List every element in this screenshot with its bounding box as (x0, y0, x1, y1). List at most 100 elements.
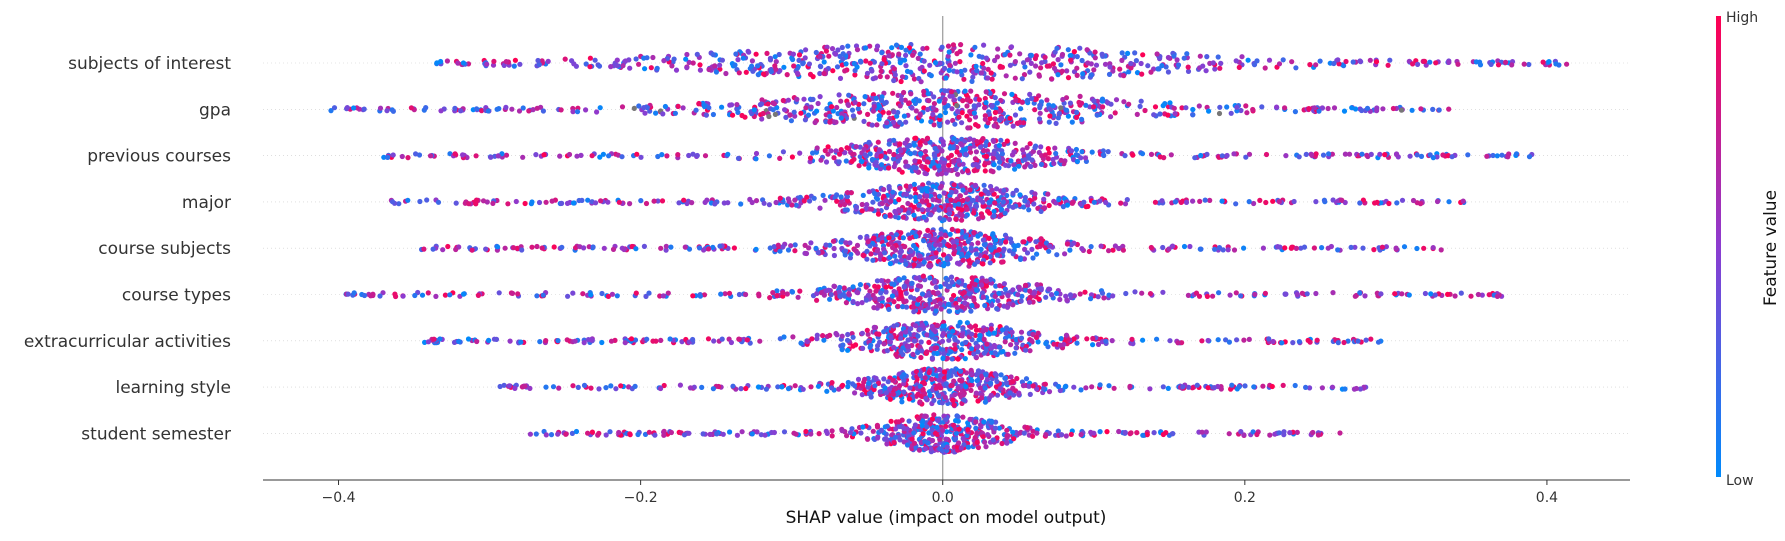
shap-point (889, 45, 894, 50)
shap-point (845, 338, 850, 343)
shap-point (870, 123, 875, 128)
shap-point (520, 155, 525, 160)
shap-point (1294, 246, 1299, 251)
shap-point (874, 376, 879, 381)
shap-point (1319, 245, 1324, 250)
shap-point (1206, 338, 1211, 343)
shap-point (984, 154, 989, 159)
shap-point (1182, 244, 1187, 249)
shap-point (1468, 294, 1473, 299)
shap-point (1187, 244, 1192, 249)
shap-point (903, 48, 908, 53)
shap-point (1139, 291, 1144, 296)
shap-point (1028, 237, 1033, 242)
shap-point (921, 215, 926, 220)
shap-point (1161, 384, 1166, 389)
shap-point (952, 337, 957, 342)
shap-point (587, 64, 592, 69)
feature-points (328, 88, 1451, 131)
shap-point (818, 158, 823, 163)
shap-point (795, 71, 800, 76)
shap-point (837, 159, 842, 164)
shap-point (908, 249, 913, 254)
shap-point (1058, 343, 1063, 348)
shap-point (1476, 292, 1481, 297)
shap-point (782, 107, 787, 112)
shap-point (898, 60, 903, 65)
shap-point (1228, 293, 1233, 298)
shap-point (1026, 207, 1031, 212)
shap-point (1039, 162, 1044, 167)
shap-point (802, 198, 807, 203)
shap-point (1270, 384, 1275, 389)
shap-point (932, 299, 937, 304)
shap-point (888, 261, 893, 266)
shap-point (830, 46, 835, 51)
shap-point (1368, 58, 1373, 63)
shap-point (1140, 151, 1145, 156)
shap-point (897, 141, 902, 146)
shap-point (947, 309, 952, 314)
shap-point (1049, 76, 1054, 81)
shap-point (1281, 57, 1286, 62)
shap-point (810, 150, 815, 155)
shap-point (1029, 53, 1034, 58)
shap-point (1160, 245, 1165, 250)
shap-point (522, 384, 527, 389)
shap-point (829, 292, 834, 297)
shap-point (1047, 203, 1052, 208)
shap-point (937, 123, 942, 128)
shap-point (1495, 294, 1500, 299)
shap-point (897, 277, 902, 282)
shap-point (1130, 341, 1135, 346)
shap-point (503, 246, 508, 251)
shap-point (1103, 62, 1108, 67)
shap-point (844, 158, 849, 163)
shap-point (983, 168, 988, 173)
shap-point (924, 349, 929, 354)
shap-point (345, 105, 350, 110)
shap-point (980, 200, 985, 205)
shap-point (844, 300, 849, 305)
shap-point (1066, 47, 1071, 52)
shap-point (902, 141, 907, 146)
shap-point (1221, 247, 1226, 252)
shap-point (1176, 62, 1181, 67)
shap-point (788, 112, 793, 117)
shap-point (526, 108, 531, 113)
shap-point (623, 58, 628, 63)
shap-point (791, 52, 796, 57)
shap-point (1012, 167, 1017, 172)
shap-point (889, 334, 894, 339)
shap-point (1368, 337, 1373, 342)
shap-point (1070, 120, 1075, 125)
shap-point (658, 386, 663, 391)
shap-point (892, 254, 897, 259)
shap-point (1484, 154, 1489, 159)
shap-point (590, 153, 595, 158)
shap-point (931, 327, 936, 332)
shap-point (1242, 383, 1247, 388)
shap-point (737, 292, 742, 297)
shap-point (1303, 385, 1308, 390)
shap-point (1021, 239, 1026, 244)
shap-point (997, 345, 1002, 350)
shap-point (1461, 199, 1466, 204)
shap-point (632, 106, 637, 111)
shap-point (555, 338, 560, 343)
shap-point (891, 323, 896, 328)
shap-point (912, 158, 917, 163)
shap-point (611, 247, 616, 252)
shap-point (956, 386, 961, 391)
shap-point (1433, 292, 1438, 297)
shap-point (896, 207, 901, 212)
shap-point (1047, 389, 1052, 394)
shap-point (352, 290, 357, 295)
shap-point (1123, 291, 1128, 296)
shap-point (1428, 291, 1433, 296)
shap-point (1078, 387, 1083, 392)
shap-point (861, 101, 866, 106)
shap-point (803, 243, 808, 248)
shap-point (983, 143, 988, 148)
shap-point (942, 66, 947, 71)
